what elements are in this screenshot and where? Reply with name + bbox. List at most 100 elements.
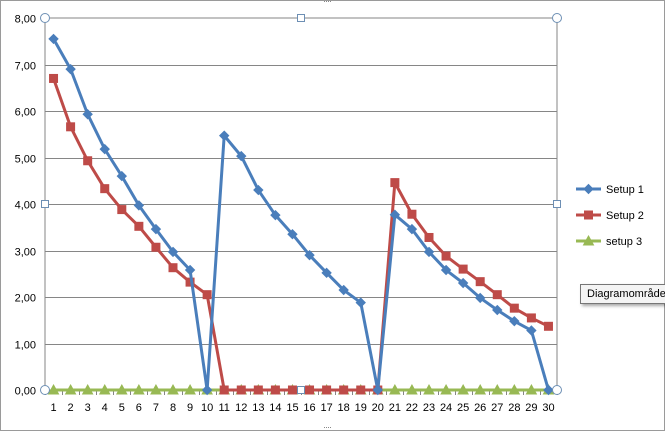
data-point [457, 277, 469, 289]
legend-label: setup 3 [606, 236, 642, 248]
x-tick-label: 3 [85, 402, 91, 414]
data-point [509, 303, 519, 313]
data-point [440, 264, 452, 276]
data-point [526, 313, 536, 323]
data-point [202, 290, 212, 300]
data-point [543, 321, 553, 331]
x-tick-label: 1 [50, 402, 56, 414]
data-point [287, 229, 298, 240]
x-tick-label: 14 [269, 402, 281, 414]
data-point [407, 209, 417, 219]
data-point [321, 267, 332, 279]
series-line [52, 38, 550, 392]
data-point [474, 383, 487, 395]
legend-marker [584, 210, 593, 220]
data-point [81, 383, 94, 395]
selection-handles[interactable] [40, 13, 562, 395]
data-point [322, 385, 332, 395]
data-point [134, 221, 144, 231]
handle-bottom-left[interactable] [40, 385, 50, 395]
data-point [492, 304, 503, 316]
data-point [168, 263, 178, 273]
data-point [133, 200, 145, 211]
data-point [372, 384, 384, 396]
x-tick-label: 21 [389, 402, 401, 414]
chart-frame[interactable] [0, 0, 665, 431]
line-chart[interactable]: 0,001,002,003,004,005,006,007,008,001 2 3 4… [0, 0, 665, 431]
data-point [66, 122, 76, 132]
handle-bottom-right[interactable] [552, 385, 562, 395]
x-tick-label: 16 [303, 402, 315, 414]
data-point [270, 385, 280, 395]
data-point [219, 385, 229, 395]
data-point [389, 209, 401, 220]
data-point [184, 383, 196, 395]
x-tick-label: 27 [491, 402, 503, 414]
data-point [458, 264, 468, 274]
y-tick-label: 3,00 [15, 247, 36, 259]
data-point [133, 383, 145, 395]
handle-top-left[interactable] [40, 13, 50, 23]
handle-bottom[interactable] [297, 386, 305, 394]
y-tick-label: 5,00 [15, 154, 36, 166]
x-tick-label: 30 [542, 402, 554, 414]
data-point [82, 109, 93, 120]
data-point [457, 383, 469, 395]
data-point [150, 223, 162, 235]
y-tick-label: 1,00 [15, 340, 36, 352]
data-point [115, 383, 128, 395]
data-point [236, 385, 246, 395]
data-point [406, 383, 418, 395]
legend-entry-3: setup 3 [576, 234, 642, 248]
data-point [83, 156, 93, 166]
data-point [491, 383, 504, 395]
series-2 [49, 73, 553, 395]
x-tick-label: 17 [320, 402, 332, 414]
x-tick-label: 11 [218, 402, 229, 414]
legend-marker [583, 183, 594, 195]
bottom-resize-grip[interactable] [324, 427, 334, 430]
data-point [389, 383, 401, 395]
x-tick-label: 29 [525, 402, 537, 414]
gridlines [44, 17, 558, 391]
data-point [167, 383, 179, 395]
data-point [64, 383, 77, 395]
x-tick-label: 19 [355, 402, 367, 414]
data-point [150, 383, 162, 395]
data-point [236, 150, 247, 162]
series-line [52, 77, 550, 392]
x-tick-label: 13 [252, 402, 264, 414]
data-point [184, 264, 196, 276]
x-tick-label: 22 [406, 402, 418, 414]
handle-top-right[interactable] [552, 13, 562, 23]
data-point [526, 325, 537, 336]
data-point [423, 246, 435, 258]
legend-label: Setup 2 [606, 210, 644, 222]
x-tick-label: 2 [68, 402, 74, 414]
series-1 [48, 33, 554, 396]
x-tick-label: 24 [440, 402, 452, 414]
handle-top[interactable] [297, 14, 305, 22]
handle-right[interactable] [553, 200, 561, 208]
data-point [356, 385, 366, 395]
x-tick-label: 6 [136, 402, 142, 414]
legend[interactable]: Setup 1 Setup 2 setup 3 [576, 183, 644, 248]
x-tick-label: 15 [286, 402, 298, 414]
handle-left[interactable] [41, 200, 49, 208]
top-resize-grip[interactable] [324, 1, 334, 4]
x-tick-label: 4 [102, 402, 108, 414]
x-tick-label: 20 [372, 402, 384, 414]
data-point [424, 232, 434, 242]
data-point [441, 251, 451, 261]
x-tick-label: 8 [170, 402, 176, 414]
data-point [151, 242, 161, 252]
data-point [475, 277, 485, 287]
x-tick-label: 28 [508, 402, 520, 414]
data-point [287, 385, 297, 395]
data-point [305, 385, 315, 395]
data-point [406, 223, 418, 235]
y-tick-label: 0,00 [15, 386, 36, 398]
x-tick-label: 12 [235, 402, 247, 414]
y-tick-label: 4,00 [15, 200, 36, 212]
y-tick-label: 7,00 [15, 61, 36, 73]
